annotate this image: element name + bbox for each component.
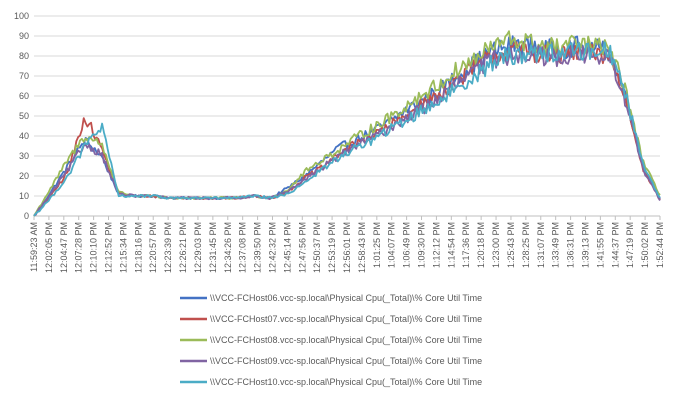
- x-tick-label: 12:39:50 PM: [253, 222, 263, 273]
- x-tick-label: 1:41:55 PM: [595, 222, 605, 268]
- x-tick-label: 1:28:25 PM: [521, 222, 531, 268]
- x-tick-label: 12:20:57 PM: [148, 222, 158, 273]
- x-tick-label: 12:45:14 PM: [282, 222, 292, 273]
- x-tick-label: 12:29:03 PM: [193, 222, 203, 273]
- y-tick-label: 30: [19, 151, 29, 161]
- x-tick-label: 1:52:44 PM: [655, 222, 665, 268]
- x-tick-label: 1:09:30 PM: [417, 222, 427, 268]
- series-line: [33, 41, 661, 217]
- x-tick-label: 1:06:49 PM: [402, 222, 412, 268]
- x-tick-label: 12:50:37 PM: [312, 222, 322, 273]
- x-tick-label: 12:56:01 PM: [342, 222, 352, 273]
- x-tick-label: 12:31:45 PM: [208, 222, 218, 273]
- x-tick-label: 1:36:31 PM: [566, 222, 576, 268]
- x-tick-label: 12:23:39 PM: [163, 222, 173, 273]
- y-tick-label: 70: [19, 71, 29, 81]
- x-tick-label: 12:04:47 PM: [59, 222, 69, 273]
- legend: \\VCC-FCHost06.vcc-sp.local\Physical Cpu…: [180, 293, 482, 387]
- legend-label: \\VCC-FCHost10.vcc-sp.local\Physical Cpu…: [210, 377, 482, 387]
- x-tick-label: 11:59:23 AM: [29, 222, 39, 272]
- x-tick-label: 12:34:26 PM: [223, 222, 233, 273]
- legend-label: \\VCC-FCHost06.vcc-sp.local\Physical Cpu…: [210, 293, 482, 303]
- x-tick-label: 1:39:13 PM: [580, 222, 590, 268]
- x-tick-label: 12:15:34 PM: [118, 222, 128, 273]
- x-tick-label: 12:47:56 PM: [297, 222, 307, 273]
- x-tick-label: 1:25:43 PM: [506, 222, 516, 268]
- x-tick-label: 1:20:18 PM: [476, 222, 486, 268]
- x-tick-label: 12:07:28 PM: [74, 222, 84, 273]
- x-tick-label: 1:50:02 PM: [640, 222, 650, 268]
- x-tick-label: 12:26:21 PM: [178, 222, 188, 273]
- y-tick-label: 80: [19, 51, 29, 61]
- x-tick-label: 12:42:32 PM: [267, 222, 277, 273]
- legend-label: \\VCC-FCHost07.vcc-sp.local\Physical Cpu…: [210, 314, 482, 324]
- x-tick-label: 12:53:19 PM: [327, 222, 337, 273]
- series-lines: [33, 30, 661, 217]
- y-tick-label: 20: [19, 171, 29, 181]
- x-tick-label: 1:14:54 PM: [446, 222, 456, 268]
- y-axis: 0 10 20 30 40 50 60 70 80 90 100: [14, 11, 29, 221]
- y-tick-label: 0: [24, 211, 29, 221]
- y-tick-label: 50: [19, 111, 29, 121]
- y-tick-label: 90: [19, 31, 29, 41]
- x-tick-label: 1:47:19 PM: [625, 222, 635, 268]
- x-tick-label: 12:37:08 PM: [238, 222, 248, 273]
- y-tick-label: 100: [14, 11, 29, 21]
- y-tick-label: 10: [19, 191, 29, 201]
- x-tick-label: 1:17:36 PM: [461, 222, 471, 268]
- x-tick-label: 12:02:05 PM: [44, 222, 54, 273]
- x-tick-label: 1:23:00 PM: [491, 222, 501, 268]
- legend-label: \\VCC-FCHost08.vcc-sp.local\Physical Cpu…: [210, 335, 482, 345]
- x-tick-label: 1:04:07 PM: [387, 222, 397, 268]
- legend-label: \\VCC-FCHost09.vcc-sp.local\Physical Cpu…: [210, 356, 482, 366]
- x-tick-label: 12:12:52 PM: [104, 222, 114, 273]
- x-tick-label: 1:33:49 PM: [551, 222, 561, 268]
- y-tick-label: 40: [19, 131, 29, 141]
- x-tick-label: 12:58:43 PM: [357, 222, 367, 273]
- x-tick-label: 1:01:25 PM: [372, 222, 382, 268]
- y-tick-label: 60: [19, 91, 29, 101]
- series-line: [33, 41, 661, 217]
- x-tick-label: 1:12:12 PM: [431, 222, 441, 268]
- x-tick-label: 1:44:37 PM: [610, 222, 620, 268]
- x-tick-label: 12:18:16 PM: [133, 222, 143, 273]
- x-tick-label: 12:10:10 PM: [89, 222, 99, 273]
- x-axis: 11:59:23 AM 12:02:05 PM 12:04:47 PM 12:07:2…: [29, 216, 665, 273]
- gridlines: [34, 15, 660, 217]
- x-tick-label: 1:31:07 PM: [536, 222, 546, 268]
- series-line: [33, 44, 661, 217]
